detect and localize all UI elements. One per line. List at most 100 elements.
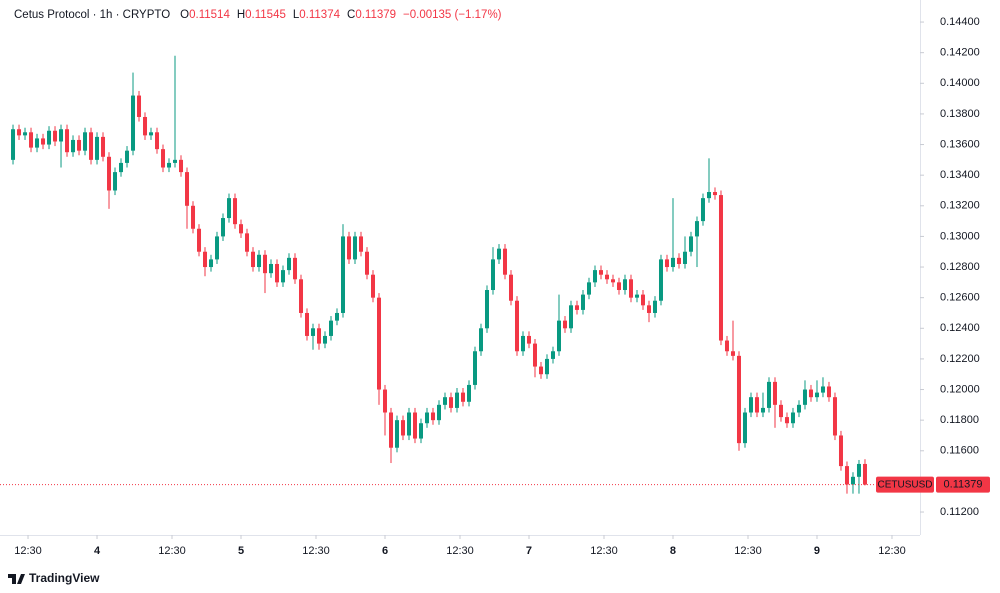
x-tick-label: 12:30 xyxy=(734,545,762,557)
candle-body xyxy=(754,397,759,413)
candle-body xyxy=(850,476,855,485)
candle-body xyxy=(802,389,807,405)
candle-body xyxy=(149,132,154,136)
candle-body xyxy=(790,412,795,424)
x-tick-label: 12:30 xyxy=(878,545,906,557)
candle-body xyxy=(191,205,196,229)
candle-body xyxy=(113,172,118,191)
x-tick-label: 12:30 xyxy=(14,545,42,557)
candle-body xyxy=(425,412,430,424)
candle-body xyxy=(862,463,867,485)
candle-body xyxy=(71,139,76,153)
candle-body xyxy=(490,259,495,291)
candle-body xyxy=(389,412,394,448)
candle-body xyxy=(604,274,609,280)
y-tick-label: 0.13400 xyxy=(940,169,980,181)
candle-body xyxy=(395,420,400,448)
candle-body xyxy=(832,397,837,436)
candle-body xyxy=(203,251,208,268)
candle-body xyxy=(856,463,861,477)
candle-body xyxy=(251,251,256,268)
candle-body xyxy=(484,290,489,329)
candle-body xyxy=(137,95,142,117)
candle-body xyxy=(646,305,651,313)
candle-body xyxy=(347,236,352,260)
candle-body xyxy=(155,132,160,150)
brand: TradingView xyxy=(29,571,100,585)
candle-body xyxy=(736,355,741,444)
candle-body xyxy=(580,294,585,310)
ohlc-value: 0.11545 xyxy=(245,9,286,21)
candle-body xyxy=(167,162,172,168)
x-tick-label: 5 xyxy=(238,545,244,557)
candle-body xyxy=(820,386,825,393)
candle-body xyxy=(478,328,483,352)
candle-body xyxy=(353,236,358,260)
header: Cetus Protocol · 1h · CRYPTO O0.11514 H0.1… xyxy=(14,9,502,21)
candle-body xyxy=(329,320,334,336)
candle-body xyxy=(59,129,64,142)
candle-body xyxy=(419,423,424,439)
candle-body xyxy=(35,138,40,148)
candle-body xyxy=(323,335,328,344)
candle-body xyxy=(826,386,831,398)
x-tick-label: 12:30 xyxy=(590,545,618,557)
candle-body xyxy=(472,351,477,385)
candle-body xyxy=(263,254,268,274)
candle-body xyxy=(197,228,202,252)
candle-body xyxy=(688,236,693,252)
price-tag-label: 0.11379 xyxy=(944,479,983,491)
candle-body xyxy=(245,233,250,252)
x-tick-label: 6 xyxy=(382,545,388,557)
y-tick-label: 0.12000 xyxy=(940,383,980,395)
candle-body xyxy=(101,136,106,157)
header-title: Cetus Protocol · 1h · CRYPTO xyxy=(14,9,170,21)
candle-body xyxy=(652,300,657,313)
candle-body xyxy=(215,236,220,260)
y-tick-label: 0.12400 xyxy=(940,322,980,334)
candle-body xyxy=(287,257,292,271)
candle-body xyxy=(466,384,471,402)
candle-body xyxy=(496,248,501,260)
candle-body xyxy=(742,412,747,444)
y-tick-label: 0.12800 xyxy=(940,261,980,273)
candle-body xyxy=(592,270,597,283)
ohlc-label: C xyxy=(347,9,355,21)
candle-body xyxy=(407,412,412,436)
candle-body xyxy=(700,198,705,222)
x-tick-label: 12:30 xyxy=(446,545,474,557)
x-tick-label: 8 xyxy=(670,545,676,557)
candle-body xyxy=(161,149,166,168)
y-tick-label: 0.12200 xyxy=(940,353,980,365)
candle-body xyxy=(838,435,843,467)
candle-body xyxy=(664,259,669,268)
y-tick-label: 0.13600 xyxy=(940,138,980,150)
candle-body xyxy=(185,172,190,206)
candle-body xyxy=(808,389,813,398)
candle-body xyxy=(269,263,274,274)
candle-body xyxy=(730,351,735,356)
y-tick-label: 0.14000 xyxy=(940,77,980,89)
candle-body xyxy=(233,198,238,225)
candle-body xyxy=(460,392,465,402)
candle-body xyxy=(766,381,771,408)
candle-body xyxy=(125,150,130,163)
candle-body xyxy=(413,412,418,439)
candle-body xyxy=(365,251,370,275)
price-tag xyxy=(936,476,990,493)
candle-body xyxy=(784,417,789,424)
symbol-label: CETUSUSD xyxy=(877,479,932,490)
candle-body xyxy=(29,132,34,148)
y-tick-label: 0.13000 xyxy=(940,230,980,242)
candle-body xyxy=(449,397,454,408)
candle-body xyxy=(371,274,376,298)
candle-body xyxy=(299,279,304,313)
candle-body xyxy=(532,343,537,367)
candle-body xyxy=(173,159,178,163)
x-tick-label: 4 xyxy=(94,545,101,557)
candle-body xyxy=(209,259,214,268)
candle-body xyxy=(694,221,699,237)
candle-body xyxy=(53,130,58,142)
candle-body xyxy=(275,263,280,283)
candle-body xyxy=(221,218,226,237)
